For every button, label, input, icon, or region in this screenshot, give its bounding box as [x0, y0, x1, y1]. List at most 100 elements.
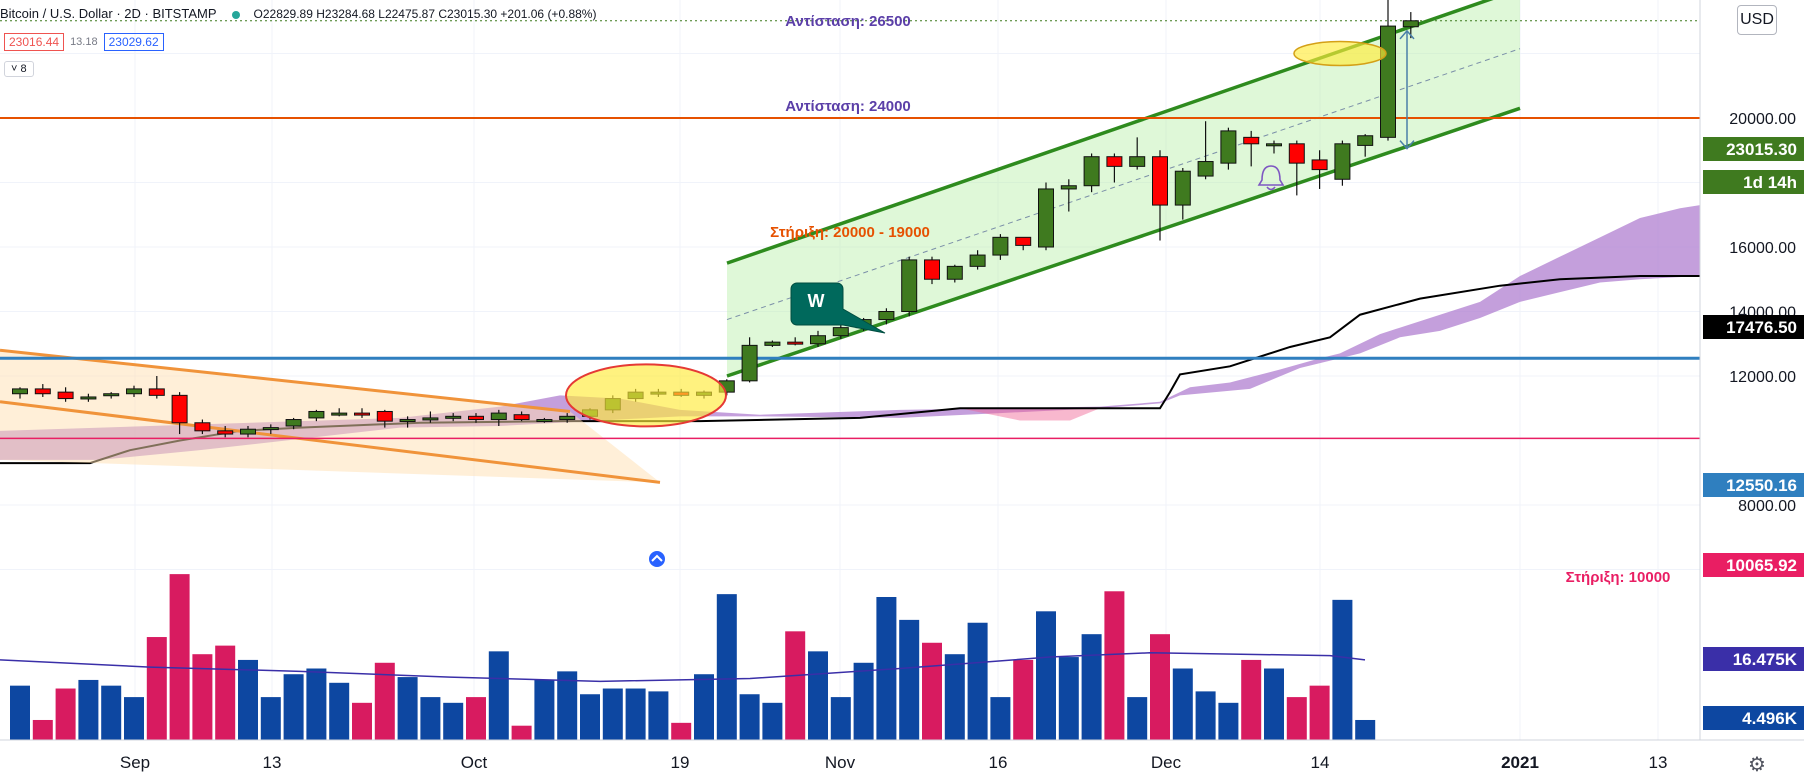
volume-bar — [1218, 702, 1239, 740]
time-tick: Sep — [120, 753, 150, 772]
volume-bar — [1195, 691, 1216, 740]
volume-bar — [853, 662, 874, 740]
time-tick: 19 — [671, 753, 690, 772]
volume-bar — [283, 674, 304, 740]
volume-ma-label: 16.475K — [1733, 650, 1798, 669]
symbol-name[interactable]: Bitcoin / U.S. Dollar — [0, 6, 113, 21]
candle-body — [445, 415, 462, 419]
ask-button[interactable]: 23029.62 — [103, 33, 164, 51]
time-tick: Dec — [1151, 753, 1182, 772]
chevron-down-icon: ˅ — [11, 63, 21, 75]
volume-bar — [238, 659, 258, 740]
last-price-label-bg — [1703, 137, 1804, 161]
volume-bar — [1332, 599, 1353, 740]
ichimoku-cloud-area — [960, 408, 1100, 421]
volume-bar — [488, 651, 509, 740]
time-tick: 2021 — [1501, 753, 1539, 772]
volume-bar — [534, 679, 555, 740]
candle-body — [1038, 188, 1054, 248]
spread: 13.18 — [70, 36, 98, 48]
time-tick: 16 — [989, 753, 1008, 772]
volume-bar — [1127, 697, 1148, 740]
time-tick: 13 — [1649, 753, 1668, 772]
ichimoku-price-label: 17476.50 — [1726, 318, 1797, 337]
candle-body — [1266, 143, 1282, 147]
candle-body — [1015, 236, 1032, 246]
volume-bar — [329, 682, 350, 740]
symbol-header: Bitcoin / U.S. Dollar · 2D · BITSTAMP O2… — [0, 6, 597, 21]
candle-body — [1083, 156, 1100, 187]
volume-bar — [374, 662, 395, 740]
volume-bar — [10, 685, 30, 740]
level-price-label: 10065.92 — [1726, 556, 1797, 575]
countdown-label-bg — [1703, 170, 1804, 194]
candle-body — [969, 254, 986, 267]
volume-bar — [785, 631, 806, 740]
time-tick: 13 — [263, 753, 282, 772]
price-tick: 16000.00 — [1729, 240, 1796, 257]
candle-body — [422, 417, 439, 421]
volume-bar — [1036, 611, 1056, 740]
candle-body — [1402, 20, 1419, 28]
pattern-badge-label: W — [808, 291, 825, 311]
level-price-label-bg — [1703, 473, 1804, 497]
candle-body — [513, 414, 530, 421]
volume-bar — [922, 642, 942, 740]
volume-bar — [990, 697, 1011, 740]
candle-body — [787, 341, 804, 345]
candle-body — [34, 388, 51, 395]
volume-bar — [899, 619, 920, 740]
volume-bar — [443, 702, 464, 740]
volume-bar — [397, 677, 418, 740]
volume-bar — [808, 651, 828, 740]
volume-bar — [1241, 659, 1262, 740]
candle-body — [399, 419, 416, 423]
candle-body — [1243, 136, 1260, 145]
candle-body — [1380, 25, 1396, 138]
volume-bar — [671, 722, 692, 740]
currency-button[interactable]: USD — [1737, 5, 1777, 35]
market-status-icon — [231, 10, 240, 19]
volume-label: 4.496K — [1742, 709, 1798, 728]
volume-bar — [830, 697, 851, 740]
candle-body — [901, 259, 918, 312]
candle-body — [832, 327, 849, 337]
candle-body — [331, 412, 348, 416]
gear-icon[interactable]: ⚙ — [1748, 754, 1766, 776]
volume-bar — [876, 597, 897, 740]
candle-body — [764, 341, 781, 346]
channel-line — [0, 348, 571, 413]
candle-body — [992, 236, 1009, 256]
time-tick: 14 — [1311, 753, 1330, 772]
support-label: Στήριξη: 10000 — [1566, 569, 1671, 586]
indicators-toggle-button[interactable]: ˅ 8 — [4, 61, 34, 77]
candle-body — [1106, 156, 1123, 167]
candle-body — [217, 430, 234, 435]
price-tick: 20000.00 — [1729, 111, 1796, 128]
volume-bar — [352, 702, 372, 740]
volume-bar — [967, 622, 988, 740]
bid-button[interactable]: 23016.44 — [4, 33, 65, 51]
interval[interactable]: 2D — [124, 6, 141, 21]
horizontal-levels: Αντίσταση: 26500 Αντίσταση: 24000 Στήριξη:… — [0, 13, 1700, 586]
measure-arrow — [1399, 140, 1415, 150]
level-price-label: 12550.16 — [1726, 476, 1797, 495]
volume-bars — [0, 574, 1376, 740]
volume-bar — [1286, 697, 1307, 740]
candle-body — [194, 422, 211, 432]
candle-body — [468, 415, 484, 421]
candle-body — [1060, 185, 1077, 190]
volume-bar — [648, 691, 669, 740]
candle-body — [12, 388, 28, 395]
candle-body — [1129, 156, 1146, 167]
candle-body — [878, 311, 895, 321]
volume-label-bg — [1703, 706, 1804, 730]
volume-bar — [101, 685, 122, 740]
candle-body — [741, 344, 758, 382]
volume-bar — [1264, 668, 1284, 740]
volume-ma-label-bg — [1703, 647, 1804, 671]
time-tick: Nov — [825, 753, 856, 772]
time-tick: Oct — [461, 753, 488, 772]
